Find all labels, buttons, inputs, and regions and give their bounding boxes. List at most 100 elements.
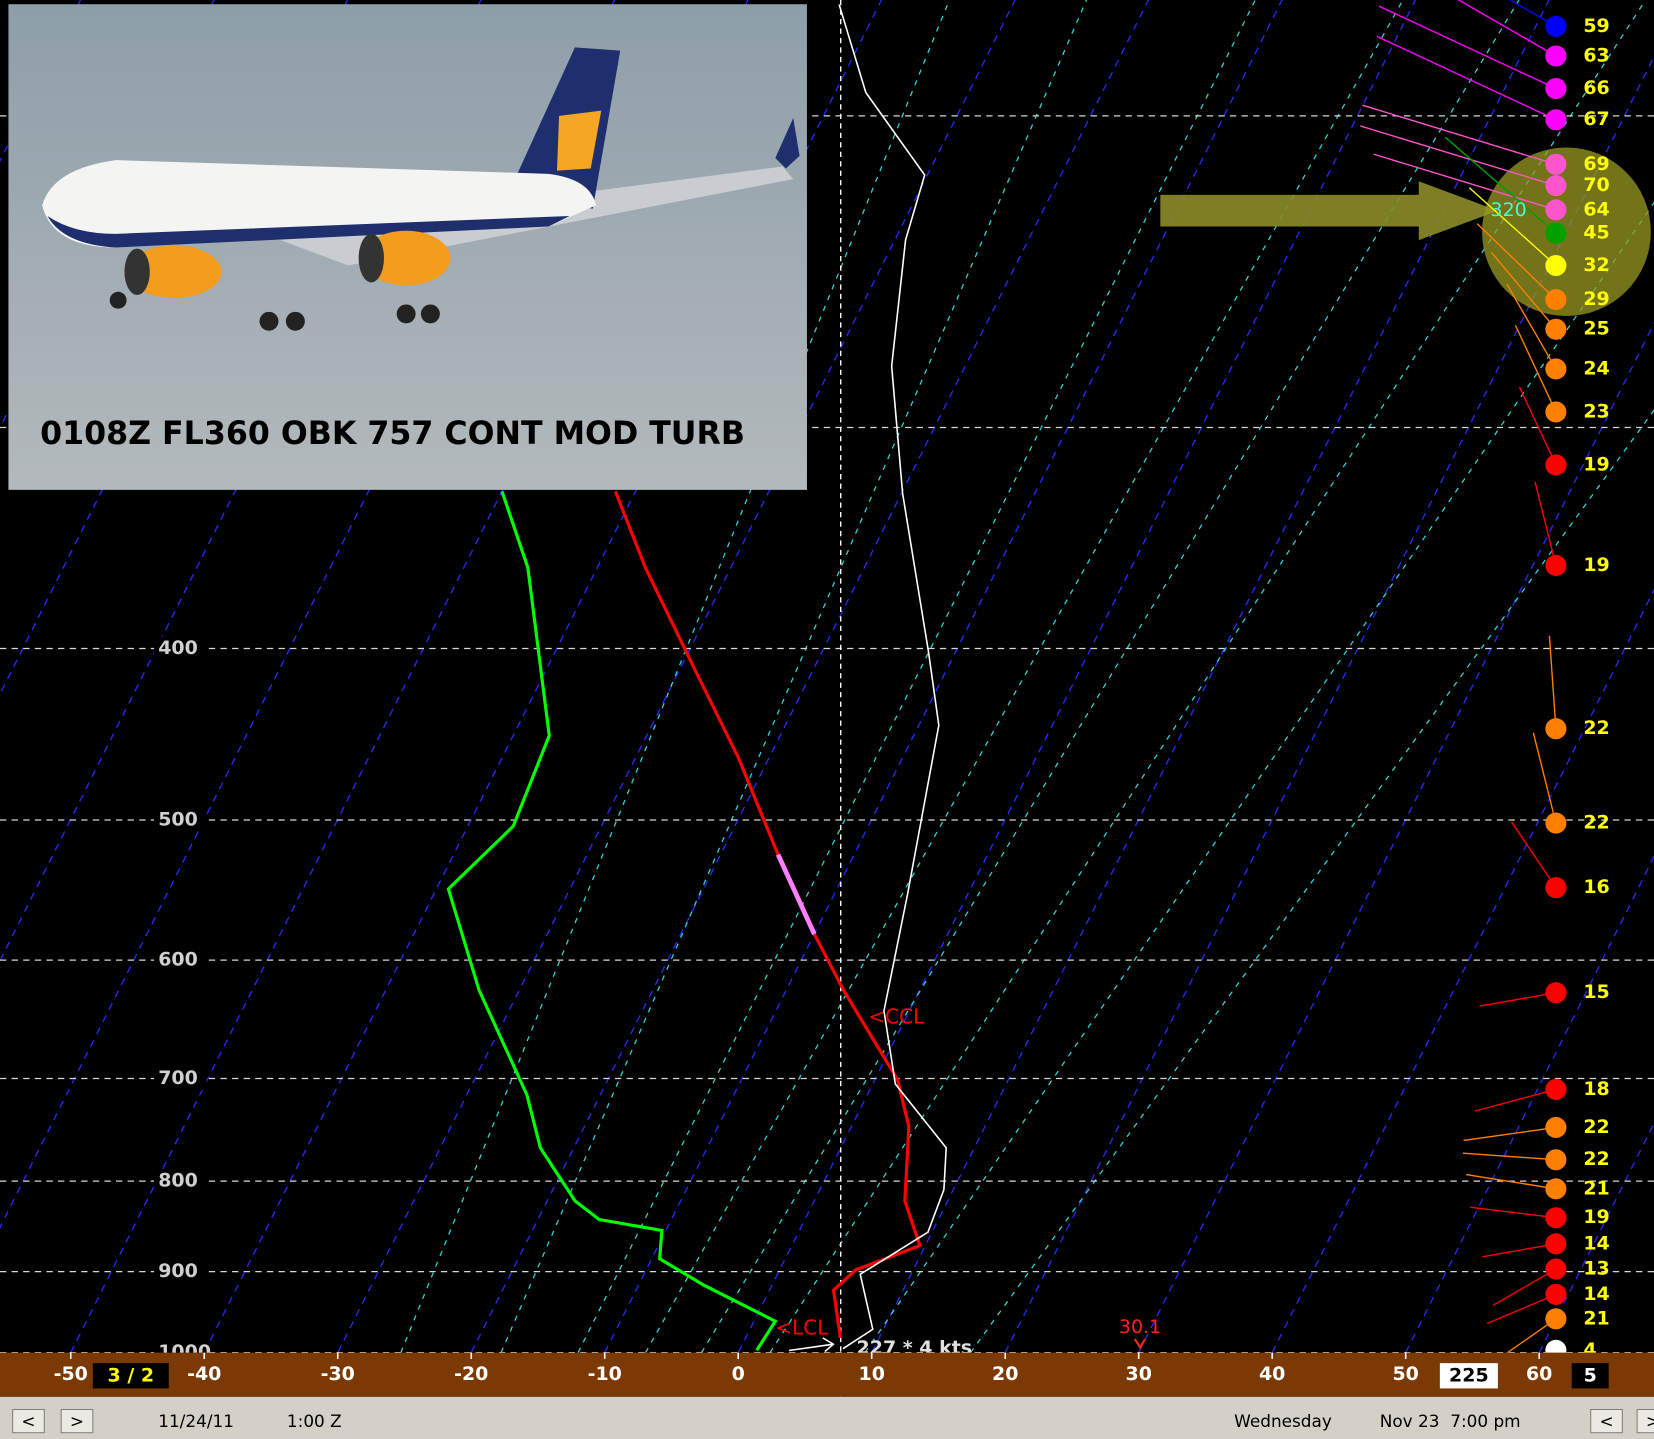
date: 11/24/11	[158, 1411, 234, 1431]
prev-label[interactable]: <	[21, 1411, 35, 1431]
wind-dot	[1545, 1308, 1567, 1330]
isotherm	[1538, 1121, 1654, 1353]
wind-speed: 19	[1583, 554, 1609, 576]
temperature-line	[613, 490, 922, 1339]
isotherm	[1271, 588, 1654, 1353]
wind-speed: 19	[1583, 1206, 1609, 1228]
wind-shaft	[1470, 1206, 1556, 1219]
wind-shaft	[1457, 0, 1557, 57]
wind-shaft	[1462, 1152, 1556, 1161]
arrow	[1160, 181, 1498, 241]
highlight	[1160, 147, 1651, 317]
wind-dot	[1545, 1233, 1567, 1255]
wind-shaft	[1486, 1293, 1557, 1325]
wind-dot	[1545, 222, 1567, 244]
day: Wednesday	[1234, 1411, 1332, 1431]
wind-speed: 14	[1583, 1283, 1609, 1305]
prev-label[interactable]: <	[1599, 1411, 1613, 1431]
wind-shaft	[1465, 1173, 1557, 1190]
wind-shaft	[1463, 1126, 1556, 1142]
wind-speed: 21	[1583, 1177, 1609, 1199]
wind-dot	[1545, 318, 1567, 340]
y-tick-label: 800	[158, 1170, 198, 1192]
info-box-label: 225	[1449, 1364, 1489, 1386]
wind-speed: 19	[1583, 453, 1609, 475]
x-tick-label: -30	[321, 1363, 355, 1385]
x-tick-label: 10	[859, 1363, 885, 1385]
wind-speed: 66	[1583, 77, 1609, 99]
bar-background	[0, 1352, 1654, 1397]
wind-speed: 29	[1583, 288, 1609, 310]
wind-shaft	[1378, 5, 1557, 90]
info-box	[1439, 1363, 1498, 1389]
wind-shaft	[1373, 153, 1557, 211]
mixing-ratio-line	[700, 0, 1520, 1353]
wind-shaft	[1492, 1268, 1557, 1306]
wind-speed: 63	[1583, 44, 1609, 66]
wind-dot	[1545, 718, 1567, 740]
wind-dot	[1545, 358, 1567, 380]
wind-shaft	[1376, 35, 1557, 121]
surface-wind-arrow	[788, 1337, 835, 1353]
label-background	[154, 948, 207, 972]
x-tick-label: 0	[732, 1363, 745, 1385]
wind-shaft	[1490, 252, 1557, 330]
wind-shaft	[1508, 0, 1557, 27]
wind-shaft	[1482, 1243, 1557, 1258]
x-tick-label: 50	[1392, 1363, 1418, 1385]
x-tick-label: -20	[454, 1363, 488, 1385]
wind-dot	[1545, 109, 1567, 131]
x-tick-label: -10	[588, 1363, 622, 1385]
wind-shaft	[1510, 821, 1557, 889]
winglet	[775, 117, 800, 169]
x-tick-label: 30	[1125, 1363, 1151, 1385]
next-button[interactable]	[60, 1408, 94, 1434]
wind-speed: 21	[1583, 1307, 1609, 1329]
wind-dot	[1545, 1258, 1567, 1280]
y-tick-label: 900	[158, 1260, 198, 1282]
wind-shaft	[1506, 283, 1557, 370]
wind-shaft	[1518, 386, 1557, 466]
wind-speed: 23	[1583, 400, 1609, 422]
y-tick-label: 600	[158, 949, 198, 971]
next-label[interactable]: >	[70, 1411, 84, 1431]
wind-shaft	[1514, 325, 1557, 413]
dewpoint-line	[446, 490, 778, 1352]
prev-button[interactable]	[1590, 1408, 1623, 1434]
x-tick-label: 20	[992, 1363, 1018, 1385]
convective-temp-label: 30.1	[1119, 1316, 1161, 1338]
level-label: <CCL	[868, 1005, 925, 1029]
y-tick-label: 400	[158, 637, 198, 659]
wind-speed: 25	[1583, 318, 1609, 340]
highlight-value: 320	[1490, 199, 1526, 221]
wind-dot	[1545, 812, 1567, 834]
wind-speed: 67	[1583, 108, 1609, 130]
wind-speed: 22	[1583, 812, 1609, 834]
wind-shaft	[1479, 992, 1557, 1007]
x-tick-label: -40	[187, 1363, 221, 1385]
wind-shaft	[1474, 1088, 1557, 1112]
wind-shaft	[1444, 136, 1557, 234]
mixing-ratio-line	[769, 0, 1647, 1353]
prev-button[interactable]	[12, 1408, 45, 1434]
convective-temp-marker	[1133, 1338, 1147, 1350]
next-button[interactable]	[1636, 1408, 1654, 1434]
isotherm	[1138, 321, 1654, 1353]
wind-dot	[1545, 877, 1567, 899]
wind-dot	[1545, 1207, 1567, 1229]
wind-shaft	[1532, 732, 1557, 824]
wind-speed: 18	[1583, 1078, 1609, 1100]
wind-speed: 45	[1583, 222, 1609, 244]
engine-intake	[124, 248, 150, 295]
info-box	[92, 1363, 169, 1389]
wind-dot	[1545, 1283, 1567, 1305]
next-label[interactable]: >	[1646, 1411, 1654, 1431]
status-bar: < > 11/24/11 1:00 Z Wednesday Nov 23 7:0…	[0, 1396, 1654, 1439]
status-background	[0, 1396, 1654, 1439]
engine	[126, 245, 222, 299]
wind-dot	[1545, 401, 1567, 423]
mixing-ratio-line	[969, 409, 1654, 1353]
wind-shaft	[1476, 223, 1557, 301]
